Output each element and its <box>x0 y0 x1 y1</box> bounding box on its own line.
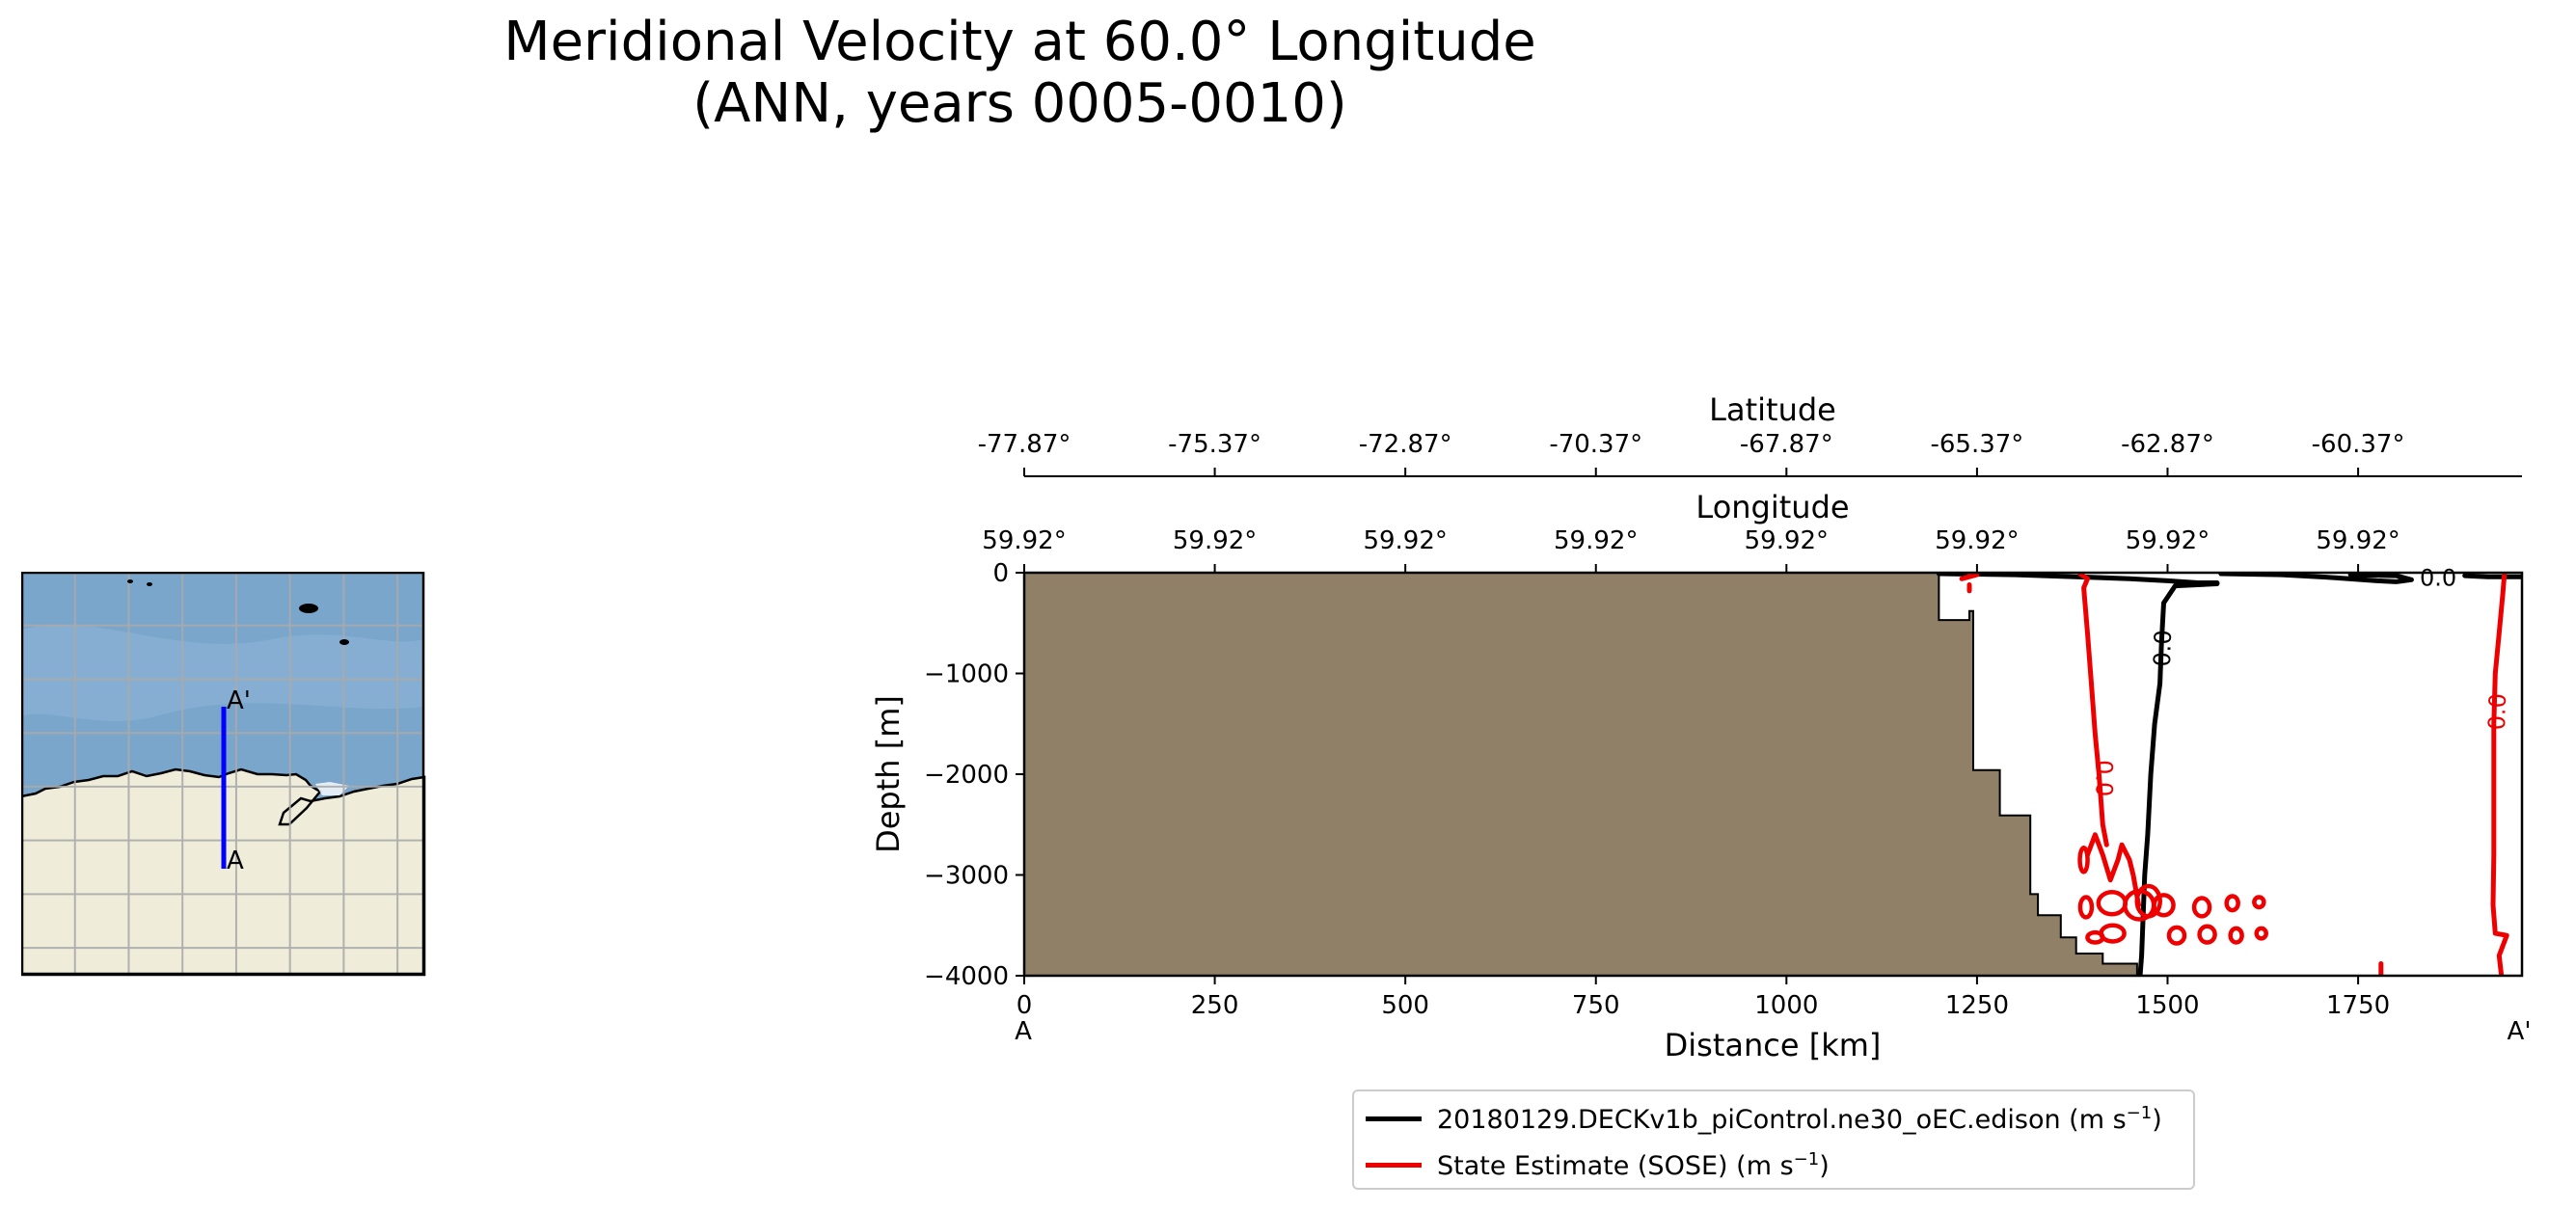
contour-model <box>2218 573 2414 584</box>
bathymetry <box>1024 573 2138 976</box>
latitude-tick-label: -72.87° <box>1359 430 1452 459</box>
legend: 20180129.DECKv1b_piControl.ne30_oEC.edis… <box>1352 1089 2195 1190</box>
contour-obs <box>1959 573 1980 581</box>
legend-line-model <box>1366 1116 1422 1121</box>
legend-obs-unit: m s <box>1746 1150 1794 1181</box>
title-line-2: (ANN, years 0005-0010) <box>692 72 1347 135</box>
longitude-tick-label: 59.92° <box>1363 526 1447 555</box>
contour-eddy-obs <box>2085 929 2105 945</box>
y-tick-label: −2000 <box>924 761 1009 790</box>
legend-model-unit: m s <box>2078 1104 2127 1135</box>
x-end-label: A' <box>2508 1017 2532 1046</box>
y-tick-label: −3000 <box>924 862 1009 891</box>
longitude-tick-label: 59.92° <box>1554 526 1638 555</box>
inset-ocean-shading <box>21 625 424 721</box>
longitude-tick-label: 59.92° <box>982 526 1066 555</box>
longitude-tick-label: 59.92° <box>2316 526 2400 555</box>
contour-label-obs: 0.0 <box>2483 693 2511 731</box>
x-tick-label: 750 <box>1572 991 1620 1020</box>
legend-model-unit-exp: −1 <box>2126 1102 2153 1123</box>
island <box>339 639 349 645</box>
legend-label-obs: State Estimate (SOSE) (m s−1) <box>1437 1148 1830 1181</box>
latitude-tick-label: -60.37° <box>2312 430 2405 459</box>
contour-eddy-obs <box>2252 895 2266 910</box>
inset-map: A' A <box>21 572 426 977</box>
legend-item-model: 20180129.DECKv1b_piControl.ne30_oEC.edis… <box>1366 1097 2162 1140</box>
legend-item-obs: State Estimate (SOSE) (m s−1) <box>1366 1143 1830 1186</box>
contour-model <box>2462 573 2522 579</box>
title-line-1: Meridional Velocity at 60.0° Longitude <box>503 11 1536 73</box>
contour-obs <box>2085 832 2141 908</box>
contour-obs <box>2490 573 2509 976</box>
section-start-label: A <box>227 847 244 875</box>
longitude-axis-label: Longitude <box>1695 489 1849 525</box>
contour-obs <box>2077 573 2109 847</box>
legend-line-obs <box>1366 1162 1422 1168</box>
inset-ice-shelf <box>315 782 349 795</box>
x-start-label: A <box>1015 1017 1032 1046</box>
latitude-tick-label: -65.37° <box>1930 430 2023 459</box>
contour-eddy-obs <box>2077 895 2095 920</box>
contour-eddy-obs <box>2197 924 2217 945</box>
contour-eddy-obs <box>2191 896 2212 919</box>
latitude-tick-label: -70.37° <box>1549 430 1642 459</box>
island <box>127 579 133 583</box>
contour-eddy-obs <box>2096 890 2129 917</box>
island <box>147 582 152 586</box>
contour-eddy-obs <box>2254 926 2268 941</box>
x-tick-label: 250 <box>1191 991 1239 1020</box>
contour-eddy-obs <box>2152 893 2176 918</box>
legend-label-model: 20180129.DECKv1b_piControl.ne30_oEC.edis… <box>1437 1102 2162 1135</box>
contour-eddy-obs <box>2166 925 2187 946</box>
contour-label-model: 0.0 <box>2149 630 2177 667</box>
x-axis-label: Distance [km] <box>1665 1027 1882 1063</box>
contour-eddy-obs <box>2228 926 2244 945</box>
x-tick-label: 0 <box>1017 991 1033 1020</box>
x-tick-label: 1250 <box>1945 991 2009 1020</box>
latitude-tick-label: -75.37° <box>1168 430 1261 459</box>
longitude-tick-label: 59.92° <box>1173 526 1257 555</box>
y-tick-label: 0 <box>992 559 1009 588</box>
contour-label-obs: 0.0 <box>2090 760 2117 796</box>
contour-eddy-obs <box>2224 894 2240 913</box>
longitude-tick-label: 59.92° <box>2126 526 2210 555</box>
contour-label-model: 0.0 <box>2420 564 2456 591</box>
contour-model <box>2137 581 2220 976</box>
inset-frame <box>21 572 425 976</box>
inset-land <box>21 767 426 977</box>
contour-eddy-obs <box>2134 883 2162 919</box>
section-end-label: A' <box>227 686 251 715</box>
legend-model-name: 20180129.DECKv1b_piControl.ne30_oEC.edis… <box>1437 1104 2061 1135</box>
island <box>299 604 318 613</box>
contour-eddy-obs <box>2077 846 2090 874</box>
latitude-tick-label: -62.87° <box>2121 430 2214 459</box>
longitude-tick-label: 59.92° <box>1745 526 1829 555</box>
legend-obs-name: State Estimate (SOSE) <box>1437 1150 1728 1181</box>
x-tick-label: 1000 <box>1754 991 1818 1020</box>
latitude-tick-label: -67.87° <box>1740 430 1833 459</box>
latitude-tick-label: -77.87° <box>978 430 1071 459</box>
legend-obs-unit-exp: −1 <box>1793 1148 1820 1170</box>
inset-islands <box>127 579 349 645</box>
x-tick-label: 500 <box>1381 991 1429 1020</box>
x-tick-label: 1500 <box>2135 991 2199 1020</box>
x-tick-label: 1750 <box>2326 991 2390 1020</box>
figure-title: Meridional Velocity at 60.0° Longitude (… <box>0 12 2040 135</box>
latitude-axis-label: Latitude <box>1709 391 1836 428</box>
y-tick-label: −1000 <box>924 660 1009 689</box>
longitude-tick-label: 59.92° <box>1935 526 2019 555</box>
y-tick-label: −4000 <box>924 962 1009 991</box>
y-axis-label: Depth [m] <box>870 695 907 853</box>
